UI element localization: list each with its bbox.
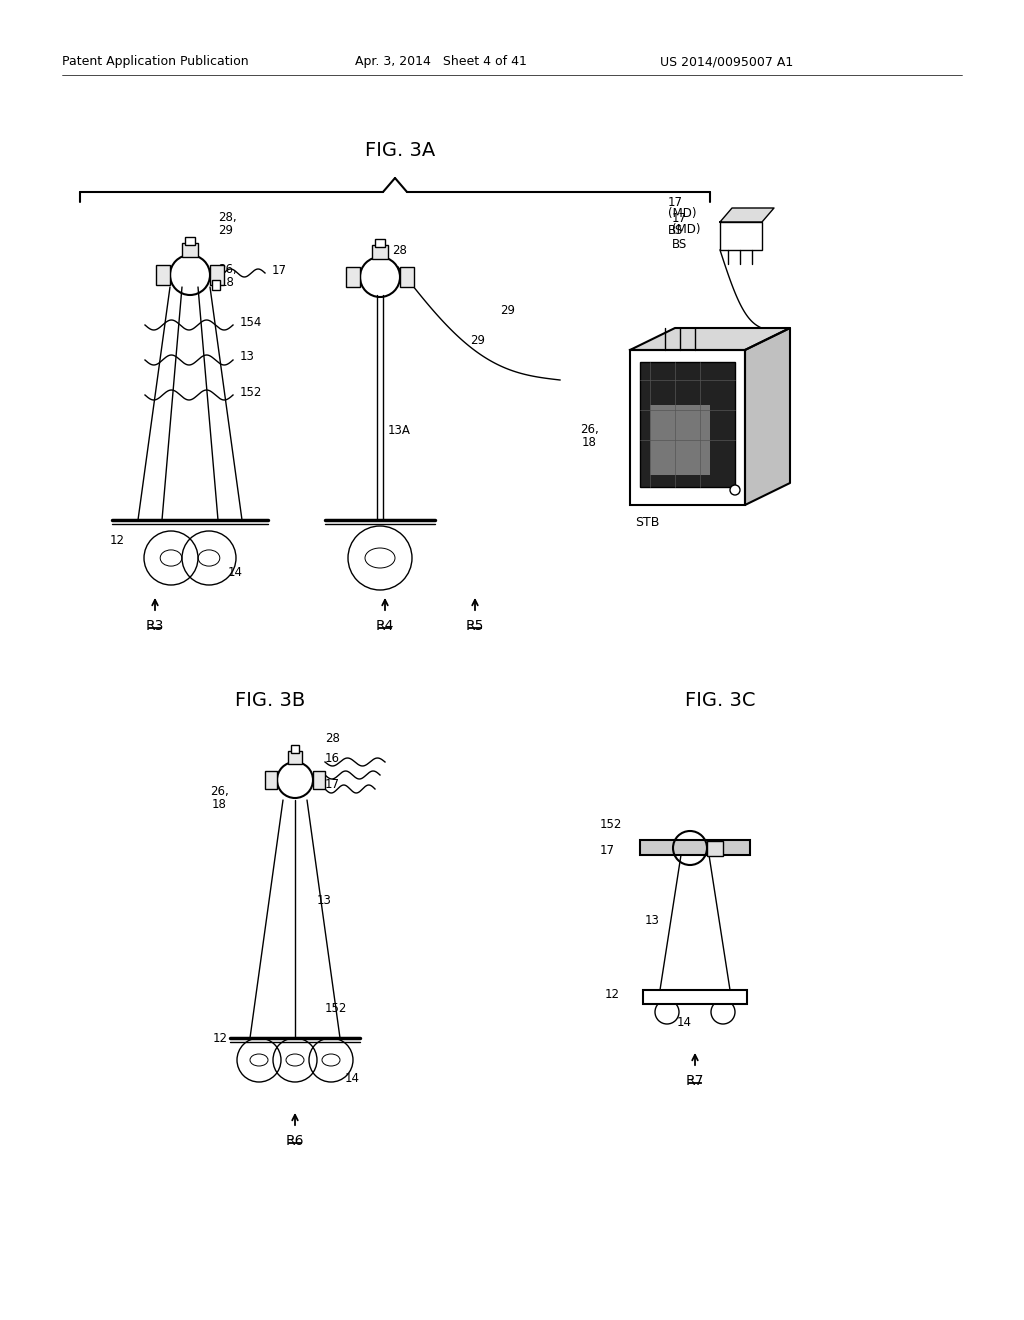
Bar bbox=[288, 751, 302, 764]
Text: 18: 18 bbox=[582, 437, 597, 450]
Text: FIG. 3C: FIG. 3C bbox=[685, 690, 756, 710]
Bar bbox=[291, 744, 299, 752]
Text: 26,: 26, bbox=[218, 264, 237, 276]
Text: 13: 13 bbox=[645, 913, 659, 927]
Text: 28: 28 bbox=[325, 731, 340, 744]
Text: 17: 17 bbox=[672, 211, 687, 224]
Text: R3: R3 bbox=[145, 619, 164, 634]
Text: BS: BS bbox=[668, 223, 683, 236]
Text: 152: 152 bbox=[240, 385, 262, 399]
Bar bbox=[720, 222, 762, 249]
Text: 154: 154 bbox=[240, 315, 262, 329]
Text: R7: R7 bbox=[686, 1074, 705, 1088]
Bar bbox=[182, 243, 198, 257]
Text: 14: 14 bbox=[228, 565, 243, 578]
Text: (MD): (MD) bbox=[668, 207, 696, 220]
Text: 26,: 26, bbox=[210, 785, 228, 799]
Text: 17: 17 bbox=[272, 264, 287, 276]
Text: STB: STB bbox=[635, 516, 659, 529]
Text: 12: 12 bbox=[110, 533, 125, 546]
Text: R4: R4 bbox=[376, 619, 394, 634]
Text: 29: 29 bbox=[218, 223, 233, 236]
Polygon shape bbox=[720, 209, 774, 222]
Text: R6: R6 bbox=[286, 1134, 304, 1148]
Text: 28,: 28, bbox=[218, 211, 237, 224]
Polygon shape bbox=[630, 327, 790, 350]
Bar bbox=[210, 265, 224, 285]
Text: 18: 18 bbox=[220, 276, 234, 289]
Bar bbox=[313, 771, 325, 789]
Text: 29: 29 bbox=[500, 304, 515, 317]
Text: 13: 13 bbox=[317, 894, 332, 907]
Text: 152: 152 bbox=[325, 1002, 347, 1015]
Text: FIG. 3B: FIG. 3B bbox=[234, 690, 305, 710]
Text: 14: 14 bbox=[345, 1072, 360, 1085]
Bar bbox=[630, 350, 745, 506]
Text: 152: 152 bbox=[600, 818, 623, 832]
Text: 26,: 26, bbox=[580, 424, 599, 437]
Bar bbox=[156, 265, 170, 285]
Bar bbox=[400, 267, 414, 286]
Bar bbox=[640, 362, 735, 487]
Text: Apr. 3, 2014   Sheet 4 of 41: Apr. 3, 2014 Sheet 4 of 41 bbox=[355, 55, 527, 69]
Text: 12: 12 bbox=[605, 989, 620, 1002]
Text: 29: 29 bbox=[470, 334, 485, 346]
Text: 13: 13 bbox=[240, 351, 255, 363]
Text: (MD): (MD) bbox=[672, 223, 700, 236]
Polygon shape bbox=[745, 327, 790, 506]
Text: 17: 17 bbox=[325, 779, 340, 792]
Text: 12: 12 bbox=[213, 1031, 228, 1044]
Bar bbox=[640, 840, 750, 855]
Bar bbox=[185, 238, 195, 246]
Bar bbox=[372, 246, 388, 259]
Text: 17: 17 bbox=[600, 843, 615, 857]
Text: BS: BS bbox=[672, 238, 687, 251]
Bar bbox=[707, 841, 723, 855]
Text: R5: R5 bbox=[466, 619, 484, 634]
Text: Patent Application Publication: Patent Application Publication bbox=[62, 55, 249, 69]
Bar bbox=[650, 405, 710, 475]
Bar bbox=[212, 280, 220, 290]
Text: 13A: 13A bbox=[388, 424, 411, 437]
Circle shape bbox=[730, 484, 740, 495]
Bar bbox=[643, 990, 746, 1005]
Text: 28: 28 bbox=[392, 243, 407, 256]
Text: 17: 17 bbox=[668, 195, 683, 209]
Text: US 2014/0095007 A1: US 2014/0095007 A1 bbox=[660, 55, 794, 69]
Text: 16: 16 bbox=[325, 751, 340, 764]
Bar bbox=[375, 239, 385, 247]
Text: 14: 14 bbox=[677, 1015, 692, 1028]
Text: 18: 18 bbox=[212, 799, 227, 812]
Bar bbox=[265, 771, 278, 789]
Bar bbox=[346, 267, 360, 286]
Text: FIG. 3A: FIG. 3A bbox=[365, 140, 435, 160]
